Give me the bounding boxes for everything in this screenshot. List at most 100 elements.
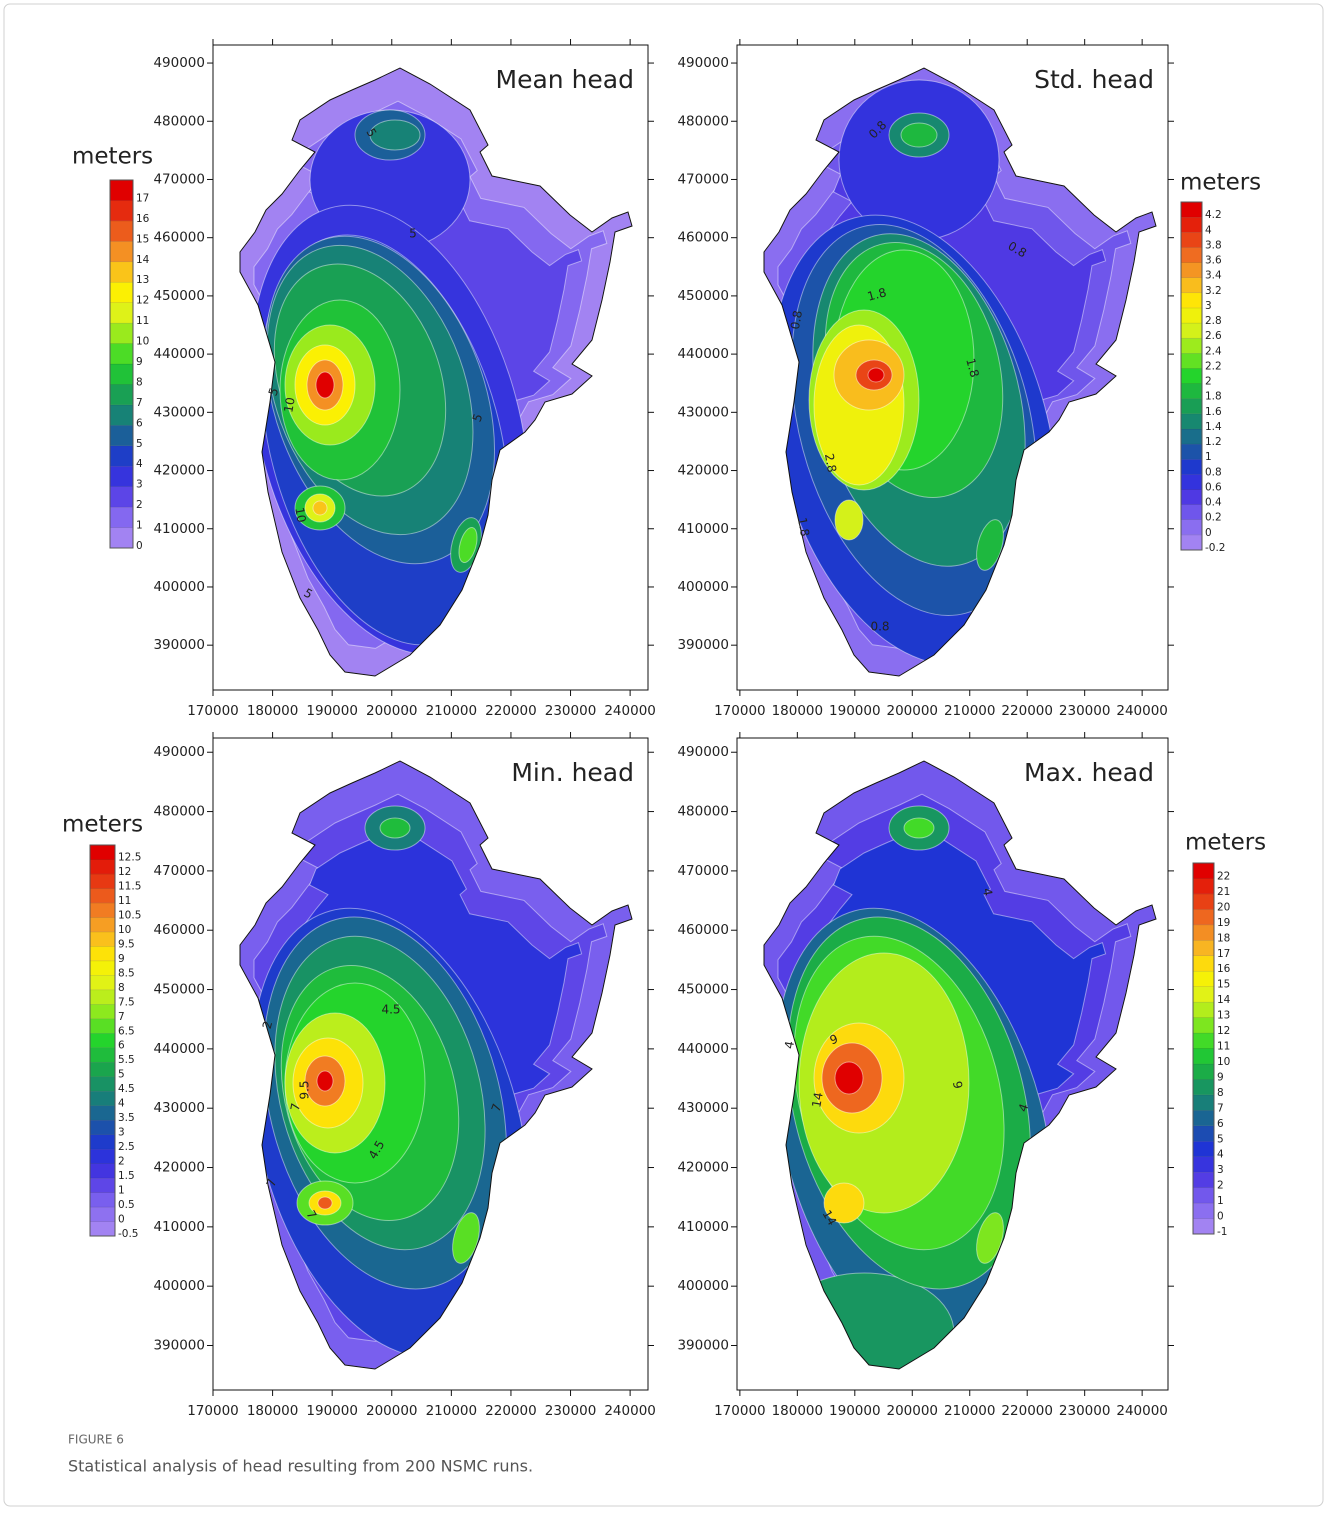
colorbar-cell: [89, 1018, 116, 1034]
y-tick-label: 470000: [153, 863, 205, 879]
colorbar-label: meters: [72, 144, 153, 170]
colorbar-cell: [1180, 201, 1203, 218]
colorbar-tick-label: 0: [136, 540, 143, 552]
colorbar-tick-label: 0: [1205, 527, 1212, 539]
colorbar-tick-label: 5: [118, 1069, 125, 1081]
contour-fill: [369, 119, 421, 151]
colorbar-tick-label: 16: [1217, 963, 1231, 975]
y-tick-label: 400000: [153, 579, 205, 595]
colorbar-tick-label: 6.5: [118, 1025, 135, 1037]
colorbar-cell: [1180, 489, 1203, 505]
colorbar-tick-label: 4.5: [118, 1083, 135, 1095]
contour-label: 4: [1016, 1102, 1032, 1114]
y-tick-label: 420000: [677, 1160, 729, 1176]
colorbar-tick-label: 0.6: [1205, 481, 1222, 493]
colorbar-tick-label: 3.6: [1205, 255, 1222, 267]
colorbar-tick-label: 13: [1217, 1010, 1230, 1022]
colorbar-tick-label: 18: [1217, 932, 1230, 944]
colorbar-cell: [89, 1076, 116, 1092]
colorbar-tick-label: 8.5: [118, 967, 135, 979]
colorbar-cell: [1180, 277, 1203, 294]
colorbar-cell: [1192, 1125, 1215, 1142]
colorbar-tick-label: 4: [1205, 224, 1212, 236]
colorbar-cell: [109, 179, 134, 201]
x-tick-label: 210000: [944, 1403, 996, 1419]
panel-title: Max. head: [1024, 758, 1154, 787]
y-tick-label: 490000: [677, 744, 729, 760]
colorbar-tick-label: 19: [1217, 917, 1230, 929]
colorbar-tick-label: 2: [136, 499, 143, 511]
colorbar-tick-label: 3.2: [1205, 285, 1222, 297]
colorbar-cell: [109, 220, 134, 242]
contour-fill: [316, 1070, 334, 1092]
colorbar-cell: [109, 445, 134, 467]
y-tick-label: 410000: [153, 1219, 205, 1235]
x-tick-label: 190000: [306, 1403, 358, 1419]
colorbar-tick-label: 6: [1217, 1118, 1224, 1130]
colorbar-cell: [109, 200, 134, 222]
colorbar-cell: [89, 1061, 116, 1077]
colorbar-tick-label: 1: [1217, 1195, 1224, 1207]
colorbar-tick-label: 12: [118, 866, 131, 878]
contour-fill: [976, 519, 1004, 571]
colorbar-frame: [1192, 862, 1215, 1235]
colorbar-cell: [1180, 458, 1203, 475]
colorbar-tick-label: 12: [1217, 1025, 1230, 1037]
colorbar-cell: [109, 302, 134, 324]
caption-label: FIGURE 6: [68, 1433, 124, 1447]
contour-label: 0.8: [870, 620, 889, 634]
colorbar-tick-label: 1: [118, 1185, 125, 1197]
colorbar-tick-label: 21: [1217, 886, 1230, 898]
x-tick-label: 200000: [366, 1403, 418, 1419]
colorbar-cell: [89, 917, 116, 933]
colorbar-tick-label: 10.5: [118, 909, 141, 921]
x-tick-label: 170000: [714, 1403, 766, 1419]
contour-label: 4: [980, 887, 995, 897]
x-tick-label: 190000: [306, 703, 358, 719]
y-tick-label: 450000: [153, 982, 205, 998]
colorbar-tick-label: 17: [1217, 948, 1230, 960]
colorbar-cell: [1192, 1017, 1215, 1034]
colorbar-cell: [1180, 534, 1203, 551]
colorbar-cell: [1180, 292, 1203, 309]
colorbar-cell: [1192, 1063, 1215, 1080]
colorbar-tick-label: 11: [1217, 1041, 1230, 1053]
colorbar-cell: [89, 946, 116, 962]
contour-label: 7: [288, 1102, 303, 1112]
panel-title: Std. head: [1034, 65, 1154, 94]
colorbar-cell: [89, 1148, 116, 1164]
contour-fill: [458, 526, 478, 564]
x-tick-label: 210000: [426, 703, 478, 719]
x-tick-label: 190000: [829, 1403, 881, 1419]
contour-fill: [312, 500, 328, 516]
colorbar-tick-label: 1.4: [1205, 421, 1222, 433]
colorbar-cell: [89, 1163, 116, 1179]
colorbar-cell: [1192, 909, 1215, 926]
panel-title: Min. head: [511, 758, 634, 787]
y-tick-label: 460000: [153, 922, 205, 938]
colorbar-cell: [1192, 924, 1215, 941]
x-tick-label: 200000: [366, 703, 418, 719]
colorbar-cell: [1192, 1079, 1215, 1096]
y-tick-label: 460000: [677, 230, 729, 246]
y-tick-label: 410000: [153, 521, 205, 537]
map-outline: [763, 67, 1157, 677]
colorbar-tick-label: 11.5: [118, 880, 141, 892]
contour-label: 9: [950, 1080, 965, 1090]
colorbar-tick-label: 1.6: [1205, 406, 1222, 418]
colorbar-cell: [1192, 940, 1215, 957]
colorbar-cell: [89, 1177, 116, 1193]
x-tick-label: 230000: [545, 1403, 597, 1419]
panel: 2 4.5 7 9.5 4.5 7 7 7 Min. head 170000 180000 19000…: [62, 732, 656, 1419]
colorbar-tick-label: 2: [1217, 1180, 1224, 1192]
y-tick-label: 450000: [153, 288, 205, 304]
x-tick-label: 200000: [886, 703, 938, 719]
colorbar-tick-label: 9.5: [118, 938, 135, 950]
contour-label: 10: [292, 506, 308, 523]
colorbar-frame: [109, 179, 134, 549]
y-tick-label: 440000: [677, 1041, 729, 1057]
caption-text: Statistical analysis of head resulting f…: [68, 1457, 533, 1476]
colorbar-cell: [1180, 428, 1203, 445]
colorbar-cell: [1192, 1202, 1215, 1219]
contour-label: 0.8: [788, 309, 805, 330]
